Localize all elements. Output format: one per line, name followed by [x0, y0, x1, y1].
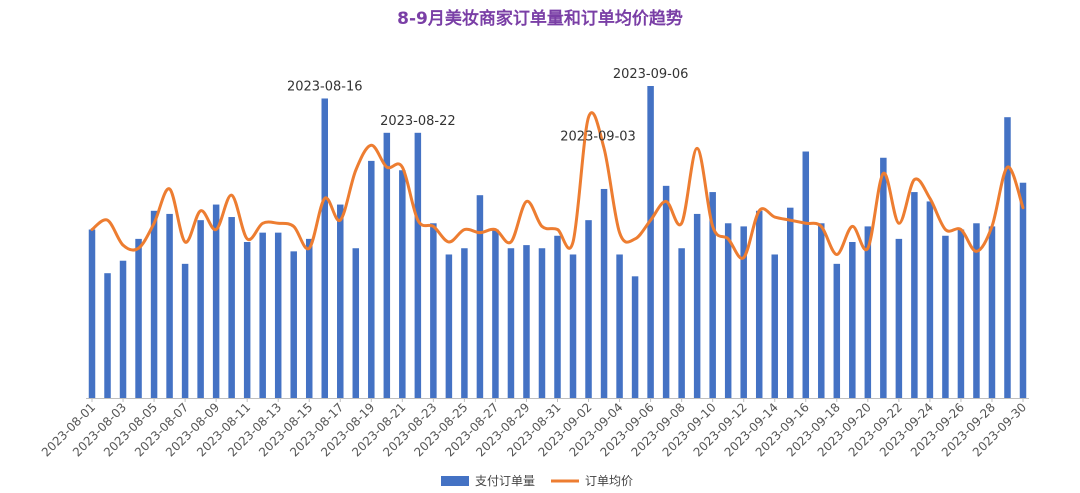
bar-2023-09-06	[647, 86, 654, 398]
bar-2023-08-19	[368, 160, 375, 398]
line-layer	[90, 111, 1025, 260]
bar-2023-09-24	[926, 201, 934, 398]
bar-2023-09-10	[709, 192, 716, 398]
annotation-2023-08-16: 2023-08-16	[287, 79, 363, 94]
bar-2023-08-21	[399, 170, 406, 398]
bar-2023-09-11	[724, 223, 732, 398]
bar-2023-08-10	[228, 217, 235, 398]
bar-2023-08-26	[476, 195, 484, 398]
bar-2023-08-11	[243, 242, 251, 398]
bar-2023-09-25	[942, 235, 949, 398]
bar-2023-09-01	[569, 254, 577, 398]
bar-2023-08-01	[88, 229, 96, 398]
bar-2023-08-13	[274, 232, 282, 398]
x-axis: 2023-08-012023-08-032023-08-052023-08-07…	[39, 398, 1029, 459]
bar-2023-09-03	[600, 188, 608, 398]
bar-2023-09-02	[585, 220, 592, 398]
annotation-2023-08-22: 2023-08-22	[380, 114, 456, 129]
bar-2023-09-13	[755, 210, 763, 398]
bar-2023-09-20	[864, 226, 872, 398]
bar-2023-08-27	[492, 229, 499, 398]
bar-2023-08-22	[414, 132, 422, 399]
bar-2023-08-08	[197, 220, 204, 398]
bar-2023-09-14	[771, 254, 778, 398]
annotation-2023-09-06: 2023-09-06	[613, 67, 689, 82]
bar-2023-09-12	[740, 226, 747, 398]
bar-2023-08-09	[212, 204, 220, 398]
bar-2023-09-19	[849, 242, 856, 398]
bar-2023-09-23	[911, 192, 918, 398]
bar-2023-08-20	[383, 132, 391, 399]
bar-2023-08-25	[461, 248, 468, 398]
bar-2023-09-08	[678, 248, 685, 398]
bar-2023-08-31	[554, 235, 561, 398]
bar-2023-09-26	[957, 229, 965, 398]
legend: 支付订单量 订单均价	[441, 474, 633, 488]
bar-2023-09-29	[1004, 117, 1011, 398]
bar-2023-08-05	[150, 210, 158, 398]
bar-2023-09-15	[787, 207, 794, 398]
bar-2023-09-17	[818, 223, 825, 398]
bar-2023-09-18	[833, 263, 841, 398]
bar-2023-09-30	[1019, 182, 1027, 398]
bar-2023-08-06	[166, 213, 173, 398]
bar-2023-08-04	[135, 238, 142, 398]
bar-2023-08-16	[321, 98, 328, 398]
bar-2023-08-24	[445, 254, 453, 398]
bar-2023-09-28	[988, 226, 996, 398]
bar-2023-08-29	[523, 245, 530, 398]
bar-2023-08-23	[430, 223, 437, 398]
bar-2023-08-17	[337, 204, 344, 398]
chart-title: 8-9月美妆商家订单量和订单均价趋势	[397, 9, 683, 29]
annotations-layer: 2023-08-16 2023-08-22 2023-09-03 2023-09-06	[287, 67, 688, 144]
bar-2023-09-27	[973, 223, 980, 398]
avg-price-line	[90, 111, 1025, 260]
bar-2023-09-09	[693, 213, 701, 398]
bar-2023-08-07	[181, 263, 189, 398]
legend-item-2[interactable]: 订单均价	[551, 474, 633, 488]
bar-2023-08-12	[259, 232, 266, 398]
legend-swatch-bar	[441, 476, 469, 486]
bar-2023-08-30	[538, 248, 546, 398]
bar-2023-09-07	[662, 185, 670, 398]
bar-2023-09-16	[802, 151, 810, 398]
annotation-2023-09-03: 2023-09-03	[560, 129, 636, 144]
bar-2023-08-28	[507, 248, 515, 398]
bar-2023-09-04	[616, 254, 623, 398]
legend-item-1[interactable]: 支付订单量	[441, 474, 535, 488]
bar-2023-09-05	[631, 276, 639, 398]
bar-2023-09-21	[880, 157, 887, 398]
legend-label: 订单均价	[585, 474, 633, 488]
bar-2023-08-14	[290, 251, 297, 398]
bar-2023-08-15	[305, 238, 313, 398]
bar-2023-08-18	[352, 248, 360, 398]
bar-2023-08-02	[104, 273, 111, 398]
legend-label: 支付订单量	[475, 474, 535, 488]
bar-2023-09-22	[895, 238, 903, 398]
bar-2023-08-03	[119, 260, 127, 398]
bars-layer	[88, 86, 1027, 399]
